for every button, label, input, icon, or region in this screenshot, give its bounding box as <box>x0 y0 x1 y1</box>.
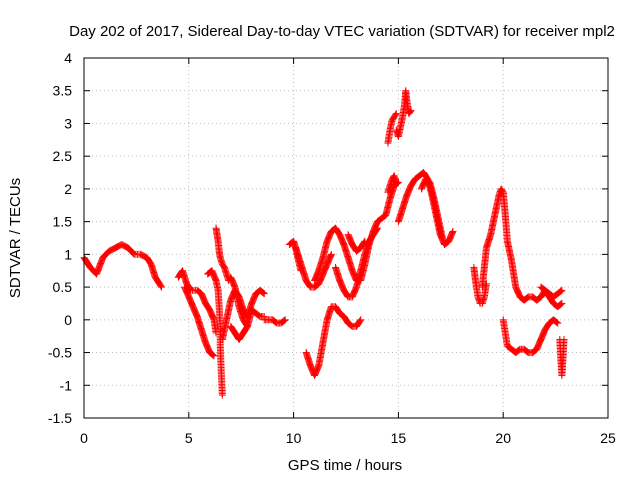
data-point <box>560 335 568 343</box>
y-tick-label: 2.5 <box>53 148 73 164</box>
data-point <box>356 317 364 325</box>
data-point <box>553 318 561 326</box>
data-point <box>314 280 322 288</box>
data-point <box>158 283 166 291</box>
y-tick-label: 4 <box>64 50 72 66</box>
data-point <box>523 294 531 302</box>
y-tick-label: 1.5 <box>53 214 73 230</box>
y-tick-label: 3.5 <box>53 83 73 99</box>
mark-layer <box>80 87 568 399</box>
data-point <box>373 225 381 233</box>
y-tick-label: 3 <box>64 115 72 131</box>
y-tick-label: 1 <box>64 246 72 262</box>
data-point <box>271 318 279 326</box>
data-point <box>210 352 218 360</box>
data-point <box>558 299 566 307</box>
data-point <box>327 250 335 258</box>
data-point <box>129 249 137 257</box>
chart-title: Day 202 of 2017, Sidereal Day-to-day VTE… <box>69 23 615 40</box>
y-tick-label: -1.5 <box>48 410 72 426</box>
x-tick-label: 10 <box>286 430 302 446</box>
data-point <box>280 316 288 324</box>
data-point <box>361 237 369 245</box>
data-point <box>532 346 540 354</box>
tick-layer: 0 5 10 15 20 25 -1.5 -1 -0.5 0 0.5 1 1.5 2 2.5 3 3.5 4 <box>48 50 616 446</box>
data-point <box>259 288 267 296</box>
x-tick-label: 20 <box>495 430 511 446</box>
data-point <box>557 300 565 308</box>
data-point <box>554 319 562 327</box>
data-point <box>260 290 268 298</box>
data-point <box>523 347 531 355</box>
data-point <box>280 317 288 325</box>
data-point <box>259 289 267 297</box>
x-tick-label: 5 <box>185 430 193 446</box>
data-point <box>347 321 355 329</box>
data-point <box>407 106 415 114</box>
data-point <box>243 323 251 331</box>
data-point <box>157 282 165 290</box>
data-point <box>254 311 262 319</box>
data-point <box>438 234 446 242</box>
data-point <box>392 178 400 186</box>
data-point <box>406 107 414 115</box>
y-tick-label: 0 <box>64 312 72 328</box>
data-point <box>297 267 305 275</box>
data-point <box>449 227 457 235</box>
data-point <box>373 224 381 232</box>
data-point <box>360 238 368 246</box>
data-point <box>392 111 400 119</box>
data-point <box>552 318 560 326</box>
data-point <box>557 287 565 295</box>
y-axis-label: SDTVAR / TECUs <box>7 178 24 298</box>
x-tick-label: 0 <box>80 430 88 446</box>
data-point <box>556 288 564 296</box>
x-tick-label: 15 <box>391 430 407 446</box>
data-point <box>558 286 566 294</box>
data-point <box>209 351 217 359</box>
data-point <box>218 391 226 399</box>
plot-border <box>83 57 609 419</box>
data-point <box>357 316 365 324</box>
data-point <box>444 238 452 246</box>
data-point <box>514 347 522 355</box>
data-point <box>392 110 400 118</box>
x-axis-label: GPS time / hours <box>288 457 402 474</box>
x-tick-label: 25 <box>600 430 616 446</box>
y-tick-label: 2 <box>64 181 72 197</box>
y-tick-label: -0.5 <box>48 345 72 361</box>
grid-layer <box>84 58 608 418</box>
data-point <box>243 322 251 330</box>
data-point <box>556 301 564 309</box>
y-tick-label: -1 <box>60 377 73 393</box>
y-tick-label: 0.5 <box>53 279 73 295</box>
data-point <box>197 289 205 297</box>
data-point <box>208 351 216 359</box>
data-point <box>281 316 289 324</box>
